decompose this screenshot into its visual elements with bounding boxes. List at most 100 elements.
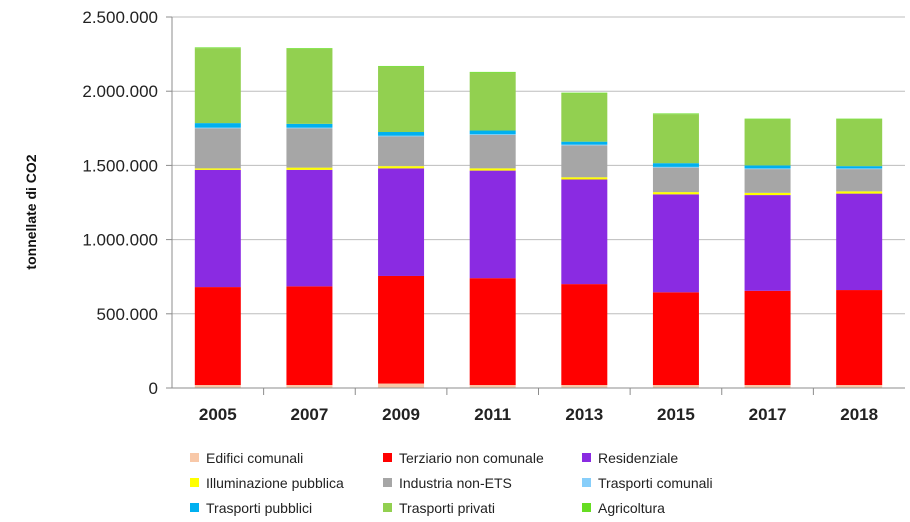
bar-segment: [194, 47, 241, 49]
bar-segment: [286, 169, 333, 287]
bar-segment: [378, 136, 425, 167]
legend: Edifici comunali Terziario non comunale Re…: [190, 450, 713, 516]
bar-segment: [286, 123, 333, 128]
bar-segment: [561, 93, 608, 142]
legend-label: Industria non-ETS: [399, 475, 512, 491]
bar-segment: [378, 135, 425, 137]
bar-segment: [378, 166, 425, 169]
bar-segment: [652, 385, 699, 388]
bar-segment: [652, 192, 699, 195]
bar-segment: [194, 169, 241, 288]
legend-swatch: [582, 453, 591, 462]
bar-segment: [286, 48, 333, 49]
x-tick-labels: 2005 2007 2009 2011 2013 2015 2017 2018: [199, 405, 878, 424]
bar-segment: [744, 119, 791, 166]
y-tick-labels: 0 500.000 1.000.000 1.500.000 2.000.000 2.500…: [82, 8, 158, 398]
bar-segment: [194, 287, 241, 386]
bar-segment: [194, 127, 241, 129]
bar-segment: [561, 177, 608, 180]
legend-label: Trasporti comunali: [598, 475, 713, 491]
x-tick-label: 2013: [565, 405, 603, 424]
y-tick-label: 500.000: [97, 305, 158, 324]
bar-segment: [378, 65, 425, 67]
x-tick-label: 2018: [840, 405, 878, 424]
axes: [166, 16, 905, 395]
bar-segment: [652, 113, 699, 115]
bar-segment: [469, 130, 516, 135]
legend-label: Edifici comunali: [206, 450, 303, 466]
legend-swatch: [582, 478, 591, 487]
bar-segment: [194, 123, 241, 128]
x-tick-label: 2007: [291, 405, 329, 424]
bar-segment: [652, 167, 699, 193]
y-tick-label: 0: [149, 379, 158, 398]
bar-segment: [194, 128, 241, 169]
bar-segment: [378, 275, 425, 384]
bar-segment: [378, 66, 425, 133]
legend-label: Agricoltura: [598, 500, 665, 516]
bar-segment: [469, 134, 516, 169]
bar-segment: [744, 118, 791, 120]
bar-segment: [194, 48, 241, 124]
bar-segment: [652, 166, 699, 168]
bar-segment: [561, 145, 608, 178]
legend-swatch: [383, 478, 392, 487]
x-tick-label: 2009: [382, 405, 420, 424]
bar-segment: [286, 286, 333, 386]
y-tick-label: 1.000.000: [82, 231, 158, 250]
bar-segment: [744, 165, 791, 169]
bar-segment: [561, 92, 608, 94]
legend-swatch: [582, 503, 591, 512]
bar-segment: [652, 163, 699, 167]
bar-segment: [378, 383, 425, 388]
bar-segment: [286, 385, 333, 388]
bar-segment: [836, 166, 883, 169]
bar-segment: [286, 127, 333, 129]
legend-swatch: [383, 453, 392, 462]
x-tick-label: 2011: [474, 405, 511, 424]
bar-segment: [378, 168, 425, 276]
bar-segment: [469, 71, 516, 73]
x-tick-label: 2017: [749, 405, 787, 424]
legend-label: Trasporti pubblici: [206, 500, 312, 516]
legend-swatch: [190, 503, 199, 512]
bar-segment: [469, 385, 516, 388]
bar-segment: [652, 114, 699, 164]
bar-segment: [744, 168, 791, 170]
bar-segment: [836, 191, 883, 194]
y-tick-label: 2.000.000: [82, 82, 158, 101]
bars: [194, 47, 883, 388]
bar-segment: [744, 195, 791, 291]
bar-segment: [286, 48, 333, 124]
bar-segment: [194, 168, 241, 170]
legend-label: Illuminazione pubblica: [206, 475, 344, 491]
bar-segment: [744, 290, 791, 386]
bar-segment: [286, 128, 333, 168]
bar-segment: [469, 72, 516, 131]
bar-segment: [744, 169, 791, 193]
y-tick-label: 2.500.000: [82, 8, 158, 27]
bar-segment: [561, 284, 608, 386]
bar-segment: [561, 144, 608, 146]
legend-swatch: [190, 453, 199, 462]
bar-segment: [286, 167, 333, 170]
bar-segment: [561, 141, 608, 145]
bar-segment: [744, 385, 791, 388]
bar-segment: [836, 385, 883, 388]
gridlines: [172, 16, 905, 315]
bar-segment: [194, 385, 241, 388]
bar-segment: [561, 385, 608, 388]
bar-segment: [469, 168, 516, 171]
legend-swatch: [383, 503, 392, 512]
bar-segment: [836, 169, 883, 192]
bar-segment: [378, 132, 425, 136]
legend-label: Terziario non comunale: [399, 450, 544, 466]
y-axis-label: tonnellate di CO2: [23, 154, 39, 269]
legend-label: Residenziale: [598, 450, 678, 466]
bar-segment: [469, 170, 516, 279]
x-tick-label: 2005: [199, 405, 237, 424]
bar-segment: [836, 168, 883, 170]
bar-segment: [836, 119, 883, 167]
bar-segment: [836, 118, 883, 120]
